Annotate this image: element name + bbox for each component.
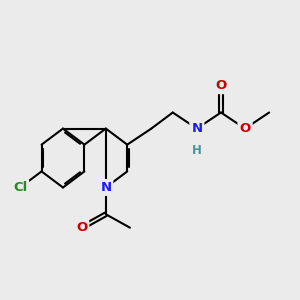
- Text: O: O: [239, 122, 251, 135]
- Text: H: H: [192, 143, 202, 157]
- Text: O: O: [215, 79, 226, 92]
- Text: N: N: [100, 181, 111, 194]
- Text: O: O: [76, 221, 87, 234]
- Text: Cl: Cl: [13, 181, 27, 194]
- Text: N: N: [191, 122, 203, 135]
